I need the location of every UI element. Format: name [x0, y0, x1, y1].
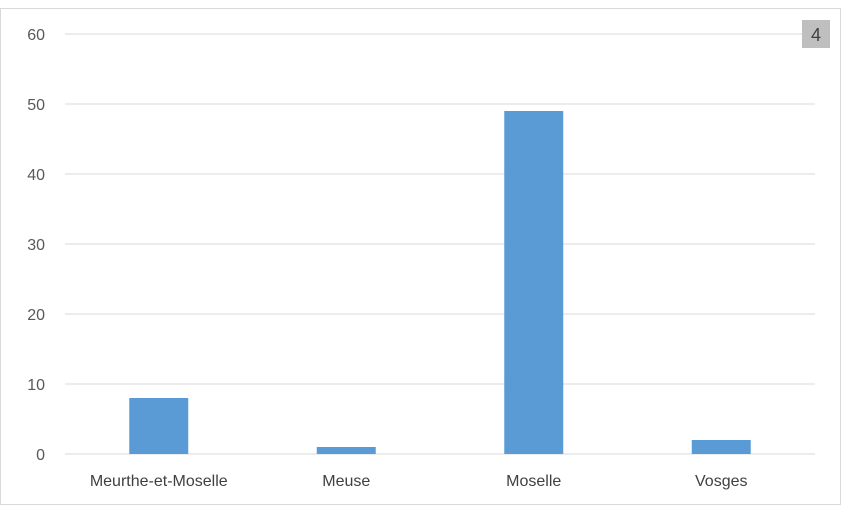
y-tick-label: 50 [27, 97, 45, 114]
badge-number: 4 [811, 25, 821, 45]
bar [316, 447, 376, 454]
chart-border [0, 8, 841, 505]
x-category-label: Vosges [695, 473, 747, 490]
x-category-label: Meurthe-et-Moselle [90, 473, 228, 490]
y-axis-tick-labels: 0 10 20 30 40 50 60 [27, 27, 45, 464]
bar [691, 440, 751, 454]
bars [129, 111, 751, 454]
x-category-label: Meuse [322, 473, 370, 490]
badge-background [802, 20, 830, 48]
bar [129, 398, 189, 454]
y-tick-label: 0 [36, 447, 45, 464]
x-category-label: Moselle [506, 473, 561, 490]
page-badge: 4 [802, 20, 830, 48]
bar [504, 111, 564, 454]
x-axis-category-labels: Meurthe-et-Moselle Meuse Moselle Vosges [90, 473, 748, 490]
gridlines [65, 33, 815, 455]
y-tick-label: 40 [27, 167, 45, 184]
y-tick-label: 10 [27, 377, 45, 394]
y-tick-label: 20 [27, 307, 45, 324]
y-tick-label: 60 [27, 27, 45, 44]
y-tick-label: 30 [27, 237, 45, 254]
